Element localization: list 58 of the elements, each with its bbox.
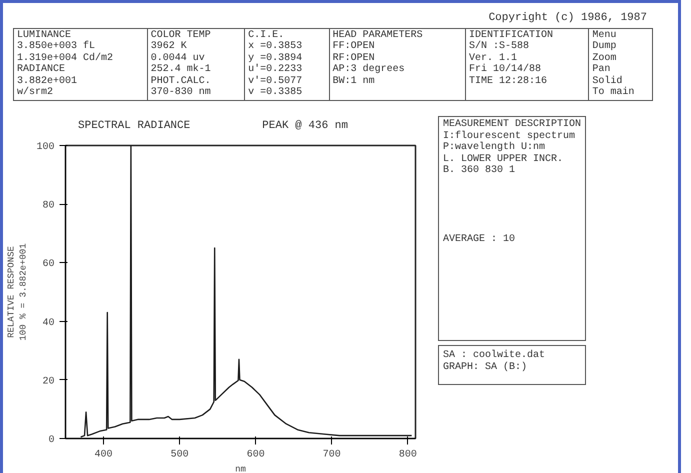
text: Solid xyxy=(592,76,622,86)
text: P:wavelength U:nm xyxy=(443,142,546,153)
y-tick-label: 40 xyxy=(42,318,55,329)
text: Zoom xyxy=(592,52,616,64)
text: I:flourescent spectrum xyxy=(443,130,576,142)
text: IDENTIFICATION xyxy=(468,30,553,40)
text: 1.319e+004 Cd/m2 xyxy=(17,52,114,64)
text: Dump xyxy=(592,41,616,52)
y-tick-label: 60 xyxy=(42,259,55,270)
y-tick-label: 0 xyxy=(48,435,55,446)
text: AVERAGE : 10 xyxy=(443,234,516,245)
x-tick-label: 400 xyxy=(94,450,113,460)
x-tick-label: 800 xyxy=(398,450,417,460)
text: B. 360 830 1 xyxy=(443,165,516,176)
text: v'=0.5077 xyxy=(248,76,302,86)
text: AP:3 degrees xyxy=(332,64,405,75)
text: HEAD PARAMETERS xyxy=(332,30,423,40)
text: C.I.E. xyxy=(248,30,284,40)
text: u'=0.2233 xyxy=(248,64,302,75)
chart-title: SPECTRAL RADIANCE xyxy=(78,119,190,134)
text: Fri 10/14/88 xyxy=(468,64,541,75)
y-tick-label: 80 xyxy=(42,200,55,212)
text: RF:OPEN xyxy=(332,52,375,64)
text: 370-830 nm xyxy=(150,87,211,98)
y-axis-title: RELATIVE RESPONSE 100 % = 3.882e+001 xyxy=(6,243,28,341)
text: v =0.3385 xyxy=(248,87,302,98)
text: BW:1 nm xyxy=(332,76,375,86)
text: FF:OPEN xyxy=(332,41,375,52)
text: S/N :S-588 xyxy=(468,41,529,52)
y-tick-label: 100 xyxy=(36,142,55,153)
text: SA : coolwite.dat xyxy=(443,350,546,361)
text: 3.850e+003 fL xyxy=(17,41,96,52)
text: PEAK @ 436 nm xyxy=(262,119,348,134)
text: Pan xyxy=(592,64,610,75)
x-axis-title: nm xyxy=(235,464,246,473)
text: To main xyxy=(592,87,634,98)
y-tick-label: 20 xyxy=(42,376,55,388)
text: RADIANCE xyxy=(17,64,66,75)
text: MEASUREMENT DESCRIPTION xyxy=(443,119,582,130)
text: L. LOWER UPPER INCR. xyxy=(443,154,564,164)
text: GRAPH: SA (B:) xyxy=(443,362,528,372)
text: Menu xyxy=(592,30,616,40)
text: Copyright (c) 1986, 1987 xyxy=(488,11,648,26)
text: w/srm2 xyxy=(17,87,54,98)
text: LUMINANCE xyxy=(17,30,72,40)
text: COLOR TEMP xyxy=(150,30,211,40)
x-tick-label: 600 xyxy=(246,450,265,460)
text: PHOT.CALC. xyxy=(150,76,211,86)
text: Ver. 1.1 xyxy=(468,52,517,64)
text: y =0.3894 xyxy=(248,52,302,64)
text: 252.4 mk-1 xyxy=(150,64,211,75)
x-tick-label: 500 xyxy=(170,450,189,460)
text: 0.0044 uv xyxy=(150,52,205,64)
text: x =0.3853 xyxy=(248,41,302,52)
text: TIME 12:28:16 xyxy=(468,76,547,86)
x-tick-label: 700 xyxy=(322,450,341,460)
text: 3.882e+001 xyxy=(17,76,78,86)
text: 3962 K xyxy=(150,41,187,52)
